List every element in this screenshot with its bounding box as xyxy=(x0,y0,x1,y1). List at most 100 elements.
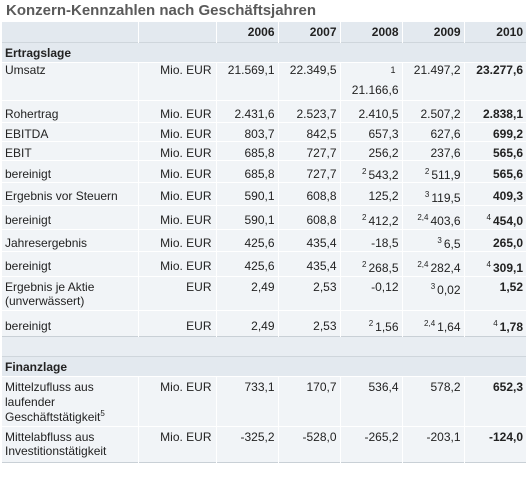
cell-value-text: 268,5 xyxy=(368,260,399,275)
cell-value: 727,7 xyxy=(278,141,341,161)
footnote-ref: 3 xyxy=(424,189,430,199)
row-label: Mittelzufluss aus laufender Geschäftstät… xyxy=(2,376,139,427)
row-unit: Mio. EUR xyxy=(138,376,217,427)
cell-value: 2 543,2 xyxy=(340,160,403,183)
cell-value: 2,49 xyxy=(216,276,279,311)
cell-value-text: 511,9 xyxy=(431,168,461,182)
footnote-ref: 3 xyxy=(430,282,436,291)
section-title: Ertragslage xyxy=(2,42,526,63)
cell-value: 565,6 xyxy=(464,141,526,161)
cell-value: 2 412,2 xyxy=(340,205,403,230)
cell-value-text: 1,64 xyxy=(437,320,461,334)
row-label: Ergebnis je Aktie (unverwässert) xyxy=(2,276,139,311)
kennzahlen-table: 2006 2007 2008 2009 2010 Ertragslage Ums… xyxy=(2,22,526,463)
table-row: Jahresergebnis Mio. EUR 425,6 435,4 -18,… xyxy=(2,229,526,252)
row-label: EBITDA xyxy=(2,122,139,142)
cell-value: 2 268,5 xyxy=(340,251,403,277)
year-header: 2007 xyxy=(278,22,341,43)
cell-value-text: 1,78 xyxy=(499,320,523,334)
header-row: 2006 2007 2008 2009 2010 xyxy=(2,22,526,43)
year-header: 2006 xyxy=(216,22,279,43)
cell-value: -0,12 xyxy=(340,276,403,311)
cell-value: 425,6 xyxy=(216,251,279,277)
footnote-ref: 4 xyxy=(493,319,498,328)
table-row: Ergebnis vor Steuern Mio. EUR 590,1 608,… xyxy=(2,182,526,206)
cell-value: 21.497,2 xyxy=(402,62,465,101)
cell-value: 578,2 xyxy=(402,376,465,427)
cell-value: 2,4 1,64 xyxy=(402,310,465,337)
footnote-ref: 2 xyxy=(362,213,367,222)
table-row: EBITDA Mio. EUR 803,7 842,5 657,3 627,6 … xyxy=(2,122,526,142)
row-unit: Mio. EUR xyxy=(138,426,217,463)
cell-value-text: 282,4 xyxy=(430,260,461,275)
cell-value: 803,7 xyxy=(216,122,279,142)
spacer-row xyxy=(2,336,526,357)
footnote-ref: 4 xyxy=(486,259,491,269)
cell-value: -528,0 xyxy=(278,426,341,463)
row-unit: Mio. EUR xyxy=(138,182,217,206)
cell-value: 2,53 xyxy=(278,310,341,337)
cell-value: 237,6 xyxy=(402,141,465,161)
footnote-ref: 4 xyxy=(486,213,491,222)
cell-value: 608,8 xyxy=(278,205,341,230)
row-label: Jahresergebnis xyxy=(2,229,139,252)
cell-value: 2.410,5 xyxy=(340,100,403,123)
cell-value: 2.838,1 xyxy=(464,100,526,123)
cell-value: 699,2 xyxy=(464,122,526,142)
year-header: 2009 xyxy=(402,22,465,43)
row-unit: Mio. EUR xyxy=(138,100,217,123)
cell-value: 685,8 xyxy=(216,160,279,183)
cell-value: 125,2 xyxy=(340,182,403,206)
cell-value: 842,5 xyxy=(278,122,341,142)
year-header: 2010 xyxy=(464,22,526,43)
row-label: Umsatz xyxy=(2,62,139,101)
cell-value: 565,6 xyxy=(464,160,526,183)
cell-value-text: 403,6 xyxy=(430,214,461,228)
row-label: bereinigt xyxy=(2,205,139,230)
cell-value-text: 6,5 xyxy=(443,237,461,251)
cell-value: 2.507,2 xyxy=(402,100,465,123)
cell-value: -325,2 xyxy=(216,426,279,463)
row-unit: Mio. EUR xyxy=(138,141,217,161)
table-row: bereinigt Mio. EUR 425,6 435,4 2 268,5 2,… xyxy=(2,251,526,277)
cell-value: -203,1 xyxy=(402,426,465,463)
header-empty-unit xyxy=(138,22,217,43)
page-title: Konzern-Kennzahlen nach Geschäftsjahren xyxy=(6,2,317,19)
cell-value-text: 1,56 xyxy=(375,320,399,334)
table-row: Mittelzufluss aus laufender Geschäftstät… xyxy=(2,376,526,427)
cell-value-text: 21.166,6 xyxy=(351,83,399,97)
cell-value: 1,52 xyxy=(464,276,526,311)
cell-value: 265,0 xyxy=(464,229,526,252)
cell-value-text: 0,02 xyxy=(437,283,461,297)
cell-value: -124,0 xyxy=(464,426,526,463)
cell-value: 652,3 xyxy=(464,376,526,427)
cell-value: 608,8 xyxy=(278,182,341,206)
cell-value: -18,5 xyxy=(340,229,403,252)
table-row: Ergebnis je Aktie (unverwässert) EUR 2,4… xyxy=(2,276,526,311)
cell-value: 727,7 xyxy=(278,160,341,183)
cell-value: 23.277,6 xyxy=(464,62,526,101)
footnote-ref: 5 xyxy=(100,409,105,418)
cell-value: 1 21.166,6 xyxy=(340,62,403,101)
cell-value: 2,4 282,4 xyxy=(402,251,465,277)
cell-value: 685,8 xyxy=(216,141,279,161)
cell-value: 733,1 xyxy=(216,376,279,427)
year-header: 2008 xyxy=(340,22,403,43)
table-row: Rohertrag Mio. EUR 2.431,6 2.523,7 2.410… xyxy=(2,100,526,123)
row-label: Rohertrag xyxy=(2,100,139,123)
footnote-ref: 3 xyxy=(437,236,442,245)
footnote-ref: 1 xyxy=(390,65,396,75)
cell-value: 2,53 xyxy=(278,276,341,311)
table-row: EBIT Mio. EUR 685,8 727,7 256,2 237,6 56… xyxy=(2,141,526,161)
cell-value-text: 543,2 xyxy=(368,168,399,182)
cell-value: 435,4 xyxy=(278,251,341,277)
row-label-text: Mittelzufluss aus laufender Geschäftstät… xyxy=(5,380,101,424)
cell-value: 409,3 xyxy=(464,182,526,206)
cell-value: 2,4 403,6 xyxy=(402,205,465,230)
cell-value: 4 1,78 xyxy=(464,310,526,337)
cell-value: 590,1 xyxy=(216,205,279,230)
cell-value: 2 511,9 xyxy=(402,160,465,183)
cell-value: 435,4 xyxy=(278,229,341,252)
cell-value: 590,1 xyxy=(216,182,279,206)
